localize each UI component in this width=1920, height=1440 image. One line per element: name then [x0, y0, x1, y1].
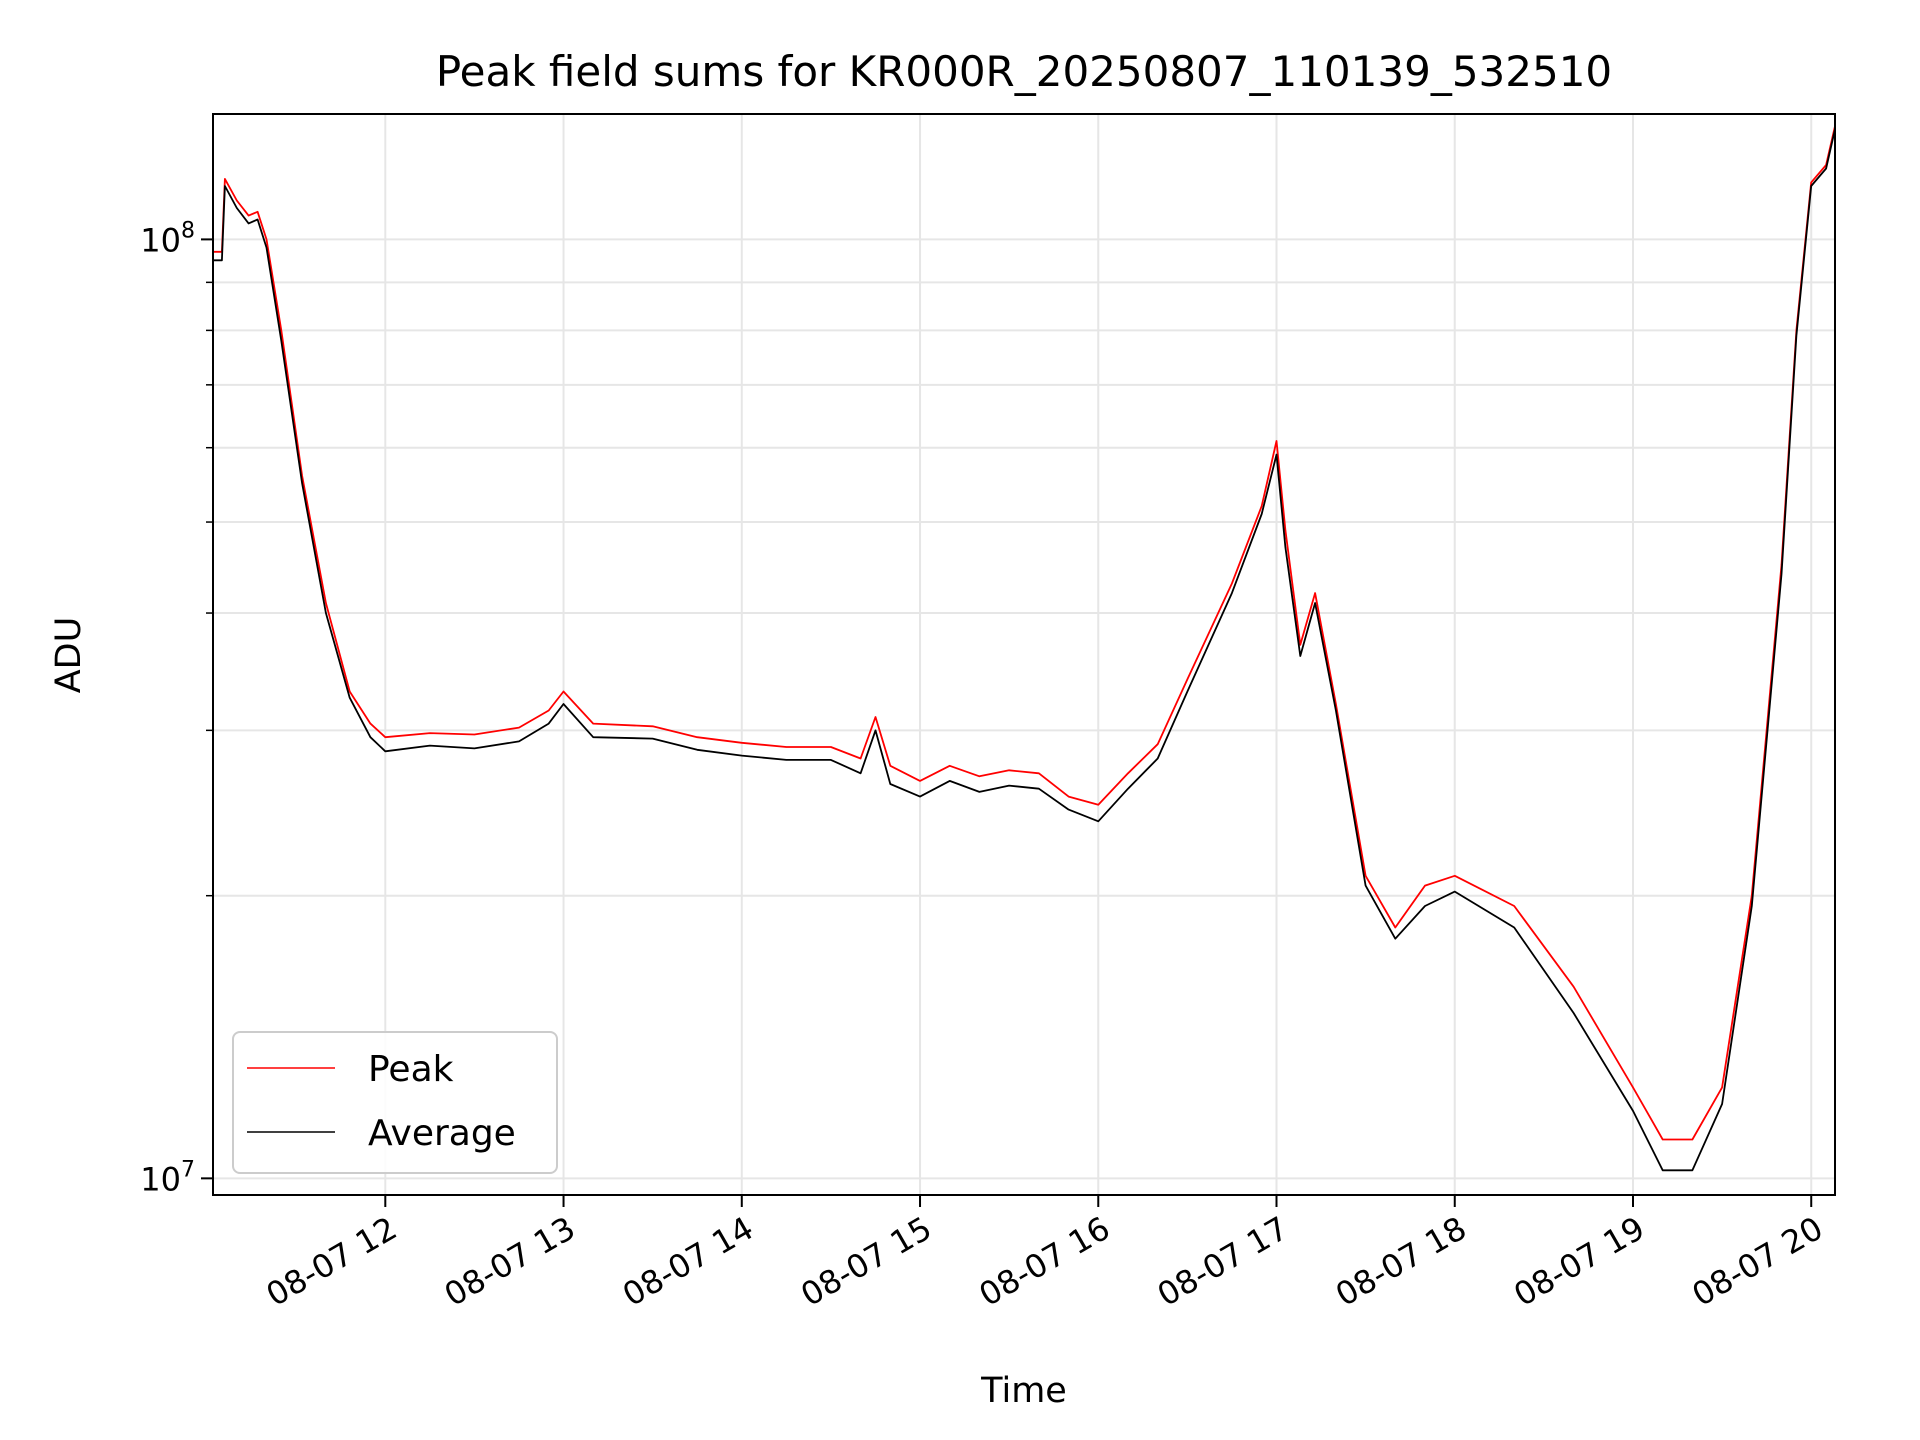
series-lines: [213, 125, 1836, 1172]
grid: [213, 114, 1835, 1195]
x-axis-label: Time: [980, 1371, 1067, 1411]
series-line-average: [213, 129, 1836, 1172]
legend: Peak Average: [232, 1031, 558, 1174]
chart-title: Peak field sums for KR000R_20250807_1101…: [436, 47, 1612, 96]
legend-label-peak: Peak: [368, 1049, 454, 1090]
y-axis: 107 108: [140, 218, 213, 1198]
legend-label-average: Average: [368, 1113, 516, 1154]
y-tick-label: 108: [140, 218, 195, 259]
plot-frame: [212, 113, 1836, 1196]
series-line-peak: [213, 125, 1836, 1141]
y-tick-label: 107: [140, 1157, 195, 1198]
y-axis-label: ADU: [49, 617, 89, 694]
